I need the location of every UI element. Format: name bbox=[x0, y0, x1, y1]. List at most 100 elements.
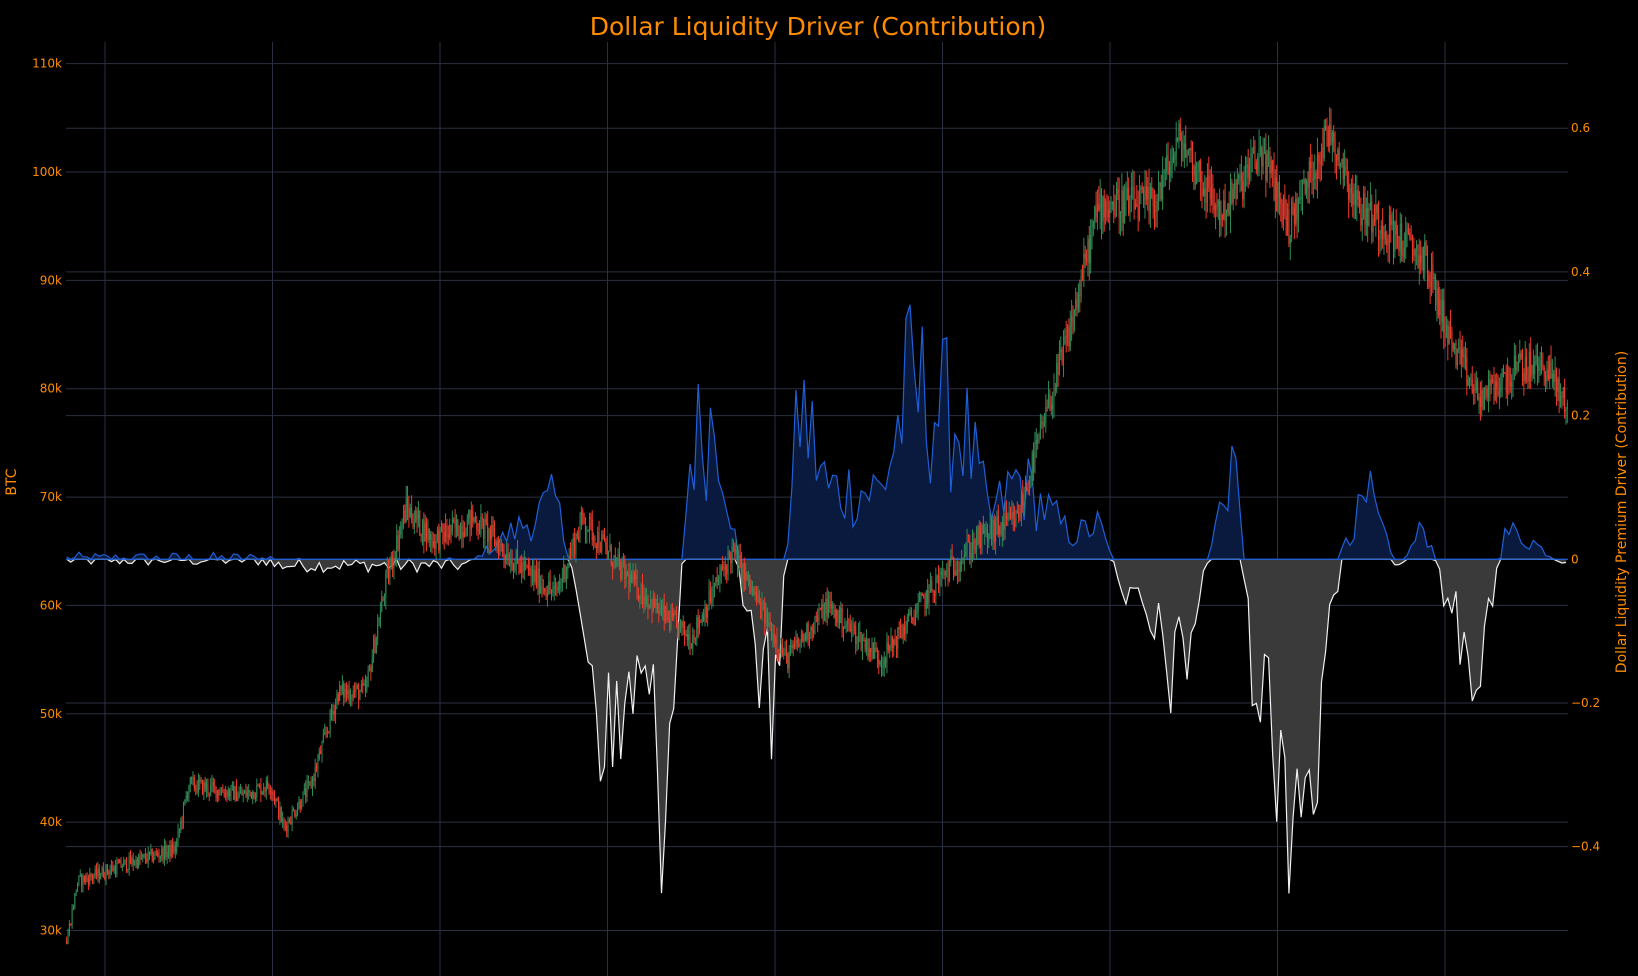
candle bbox=[404, 504, 406, 524]
candle bbox=[105, 864, 107, 886]
candle bbox=[962, 557, 964, 565]
candle bbox=[722, 556, 724, 572]
candle bbox=[1301, 179, 1304, 215]
candle bbox=[386, 556, 388, 579]
candle bbox=[1284, 184, 1286, 220]
candle bbox=[939, 567, 941, 597]
candle bbox=[924, 592, 926, 617]
candle bbox=[589, 512, 591, 544]
candle bbox=[529, 559, 531, 576]
candle bbox=[134, 859, 136, 866]
candle bbox=[617, 548, 619, 567]
candle bbox=[1319, 151, 1321, 182]
candle bbox=[537, 561, 539, 596]
candle bbox=[136, 856, 138, 870]
candle bbox=[1361, 204, 1363, 241]
candle bbox=[955, 560, 957, 576]
candle bbox=[413, 510, 415, 535]
candle bbox=[523, 550, 525, 580]
candle bbox=[902, 623, 904, 644]
candle bbox=[313, 773, 315, 787]
candle bbox=[1375, 189, 1377, 237]
candle bbox=[1379, 229, 1381, 254]
candle bbox=[662, 598, 664, 621]
candle bbox=[1493, 366, 1495, 405]
candle bbox=[784, 640, 786, 656]
candle bbox=[506, 541, 508, 565]
candle bbox=[680, 619, 682, 633]
candle bbox=[1291, 197, 1293, 243]
candle bbox=[328, 731, 330, 734]
candle bbox=[460, 522, 462, 540]
candle bbox=[943, 568, 945, 580]
candle bbox=[473, 516, 475, 525]
candle bbox=[667, 610, 669, 623]
candle bbox=[995, 516, 997, 555]
candle bbox=[225, 785, 227, 801]
candle bbox=[815, 611, 817, 623]
candle bbox=[1012, 502, 1014, 532]
candle bbox=[540, 575, 542, 594]
candle bbox=[1238, 173, 1240, 185]
candle bbox=[101, 865, 103, 877]
candle bbox=[688, 624, 690, 650]
candle bbox=[1469, 376, 1471, 389]
candle bbox=[821, 598, 823, 619]
candle bbox=[170, 840, 172, 859]
candle bbox=[1257, 152, 1259, 177]
candle bbox=[632, 563, 634, 584]
candle bbox=[1443, 288, 1445, 350]
candle bbox=[294, 809, 296, 818]
candle bbox=[257, 783, 259, 787]
candle bbox=[1139, 175, 1141, 222]
candle bbox=[279, 801, 281, 825]
candle bbox=[636, 569, 638, 600]
candle bbox=[1390, 206, 1392, 243]
candle bbox=[330, 704, 333, 721]
candle bbox=[650, 590, 652, 609]
candle bbox=[620, 558, 622, 583]
candle bbox=[770, 622, 773, 641]
candle bbox=[814, 615, 816, 635]
candle bbox=[191, 776, 193, 785]
candle bbox=[530, 565, 532, 588]
candle bbox=[1464, 341, 1466, 371]
candle bbox=[800, 629, 802, 648]
candle bbox=[165, 840, 167, 861]
candle bbox=[677, 620, 679, 639]
candle bbox=[1481, 379, 1483, 417]
candle bbox=[1463, 346, 1465, 369]
candle bbox=[127, 868, 129, 873]
candle bbox=[1060, 336, 1062, 361]
candle bbox=[173, 841, 175, 855]
candle bbox=[817, 608, 819, 633]
candle bbox=[567, 562, 569, 579]
candle bbox=[416, 507, 418, 533]
candle bbox=[1447, 319, 1449, 361]
candle bbox=[593, 532, 595, 550]
candle bbox=[1000, 521, 1002, 537]
candle bbox=[436, 526, 438, 544]
candle bbox=[168, 844, 170, 859]
candle bbox=[1553, 369, 1555, 390]
candle bbox=[1029, 475, 1031, 496]
candle bbox=[283, 817, 285, 831]
candle bbox=[1274, 169, 1276, 219]
candle bbox=[590, 512, 592, 531]
candle bbox=[1489, 370, 1491, 402]
candle bbox=[1148, 168, 1150, 225]
candle bbox=[78, 875, 80, 887]
candle bbox=[624, 555, 626, 589]
driver-negative-line bbox=[66, 558, 1567, 894]
candle bbox=[1086, 249, 1088, 266]
candle bbox=[910, 607, 912, 624]
candle bbox=[428, 528, 430, 548]
candle bbox=[726, 564, 728, 584]
candle bbox=[1456, 348, 1458, 371]
candle bbox=[1504, 371, 1506, 375]
candle bbox=[681, 620, 683, 636]
candle bbox=[359, 689, 361, 701]
candle bbox=[578, 526, 580, 543]
candle bbox=[1243, 165, 1245, 209]
candle bbox=[502, 542, 504, 558]
